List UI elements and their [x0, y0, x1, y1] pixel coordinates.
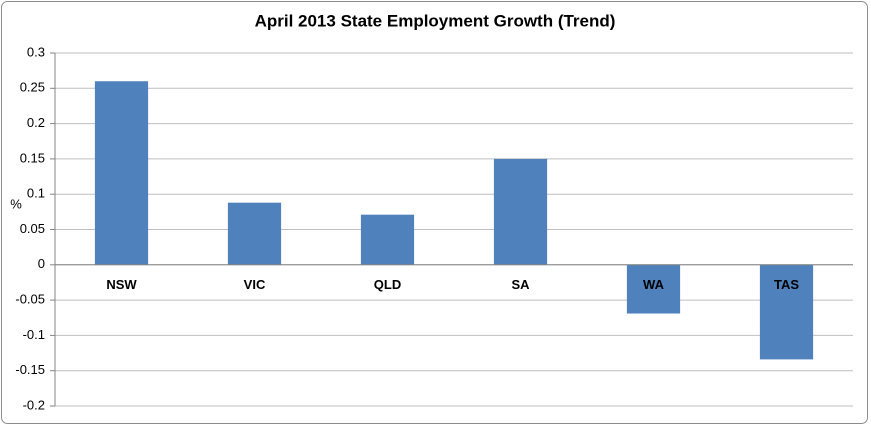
- y-tick-label: -0.2: [23, 397, 45, 412]
- bar: [759, 264, 814, 360]
- x-tick-label: TAS: [774, 277, 799, 292]
- y-tick-label: -0.05: [15, 292, 45, 307]
- x-tick-label: NSW: [106, 277, 137, 292]
- y-tick-label: 0.2: [27, 115, 45, 130]
- x-tick-label: VIC: [244, 277, 266, 292]
- y-tick-label: 0.3: [27, 44, 45, 59]
- bar: [94, 81, 149, 265]
- y-tick-label: -0.1: [23, 327, 45, 342]
- y-tick-label: 0.25: [20, 80, 45, 95]
- y-tick-label: 0.1: [27, 186, 45, 201]
- x-tick-label: WA: [643, 277, 665, 292]
- y-tick-label: 0.15: [20, 150, 45, 165]
- x-tick-label: SA: [511, 277, 530, 292]
- bar: [493, 158, 548, 265]
- x-tick-label: QLD: [374, 277, 401, 292]
- y-tick-label: 0: [38, 256, 45, 271]
- y-axis-label: %: [10, 196, 22, 211]
- y-tick-label: -0.15: [15, 362, 45, 377]
- bar: [360, 214, 415, 265]
- bar: [227, 202, 282, 265]
- y-tick-label: 0.05: [20, 221, 45, 236]
- bar: [626, 264, 681, 314]
- chart-title: April 2013 State Employment Growth (Tren…: [255, 11, 616, 30]
